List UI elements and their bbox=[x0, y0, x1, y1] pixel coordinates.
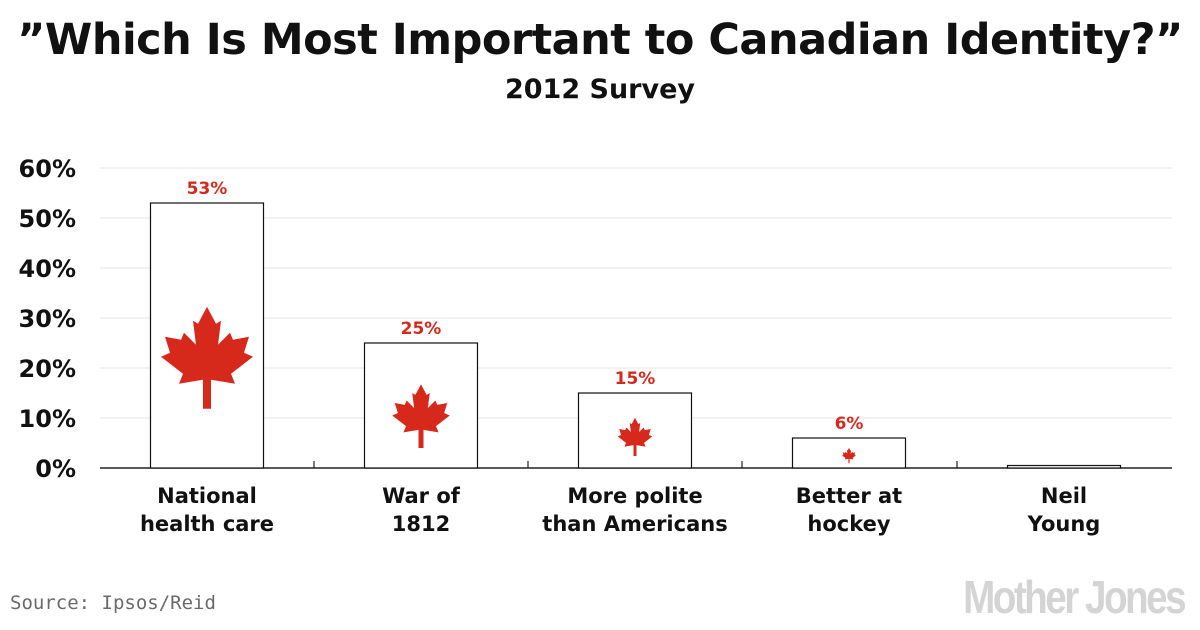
y-tick-label: 20% bbox=[19, 355, 76, 383]
y-tick-label: 60% bbox=[19, 155, 76, 183]
chart-subtitle: 2012 Survey bbox=[504, 74, 696, 105]
data-label: 25% bbox=[401, 319, 442, 339]
x-category-label: Young bbox=[1027, 512, 1101, 536]
x-category-label: National bbox=[157, 484, 257, 508]
y-tick-label: 30% bbox=[19, 305, 76, 333]
data-label: 6% bbox=[835, 414, 864, 434]
chart-title: ”Which Is Most Important to Canadian Ide… bbox=[17, 15, 1183, 65]
x-category-label: Better at bbox=[796, 484, 902, 508]
source-note: Source: Ipsos/Reid bbox=[10, 592, 216, 614]
x-category-label: than Americans bbox=[542, 512, 727, 536]
data-label: 15% bbox=[615, 369, 656, 389]
x-category-label: War of bbox=[382, 484, 461, 508]
y-tick-label: 10% bbox=[19, 405, 76, 433]
y-tick-label: 40% bbox=[19, 255, 76, 283]
x-category-label: More polite bbox=[567, 484, 702, 508]
data-label: 53% bbox=[187, 179, 228, 199]
x-category-label: Neil bbox=[1041, 484, 1087, 508]
y-tick-label: 0% bbox=[35, 455, 76, 483]
x-category-label: health care bbox=[140, 512, 274, 536]
x-category-label: hockey bbox=[807, 512, 890, 536]
y-tick-label: 50% bbox=[19, 205, 76, 233]
bar bbox=[1006, 464, 1122, 469]
mother-jones-logo: Mother Jones bbox=[963, 571, 1186, 623]
x-category-label: 1812 bbox=[392, 512, 450, 536]
